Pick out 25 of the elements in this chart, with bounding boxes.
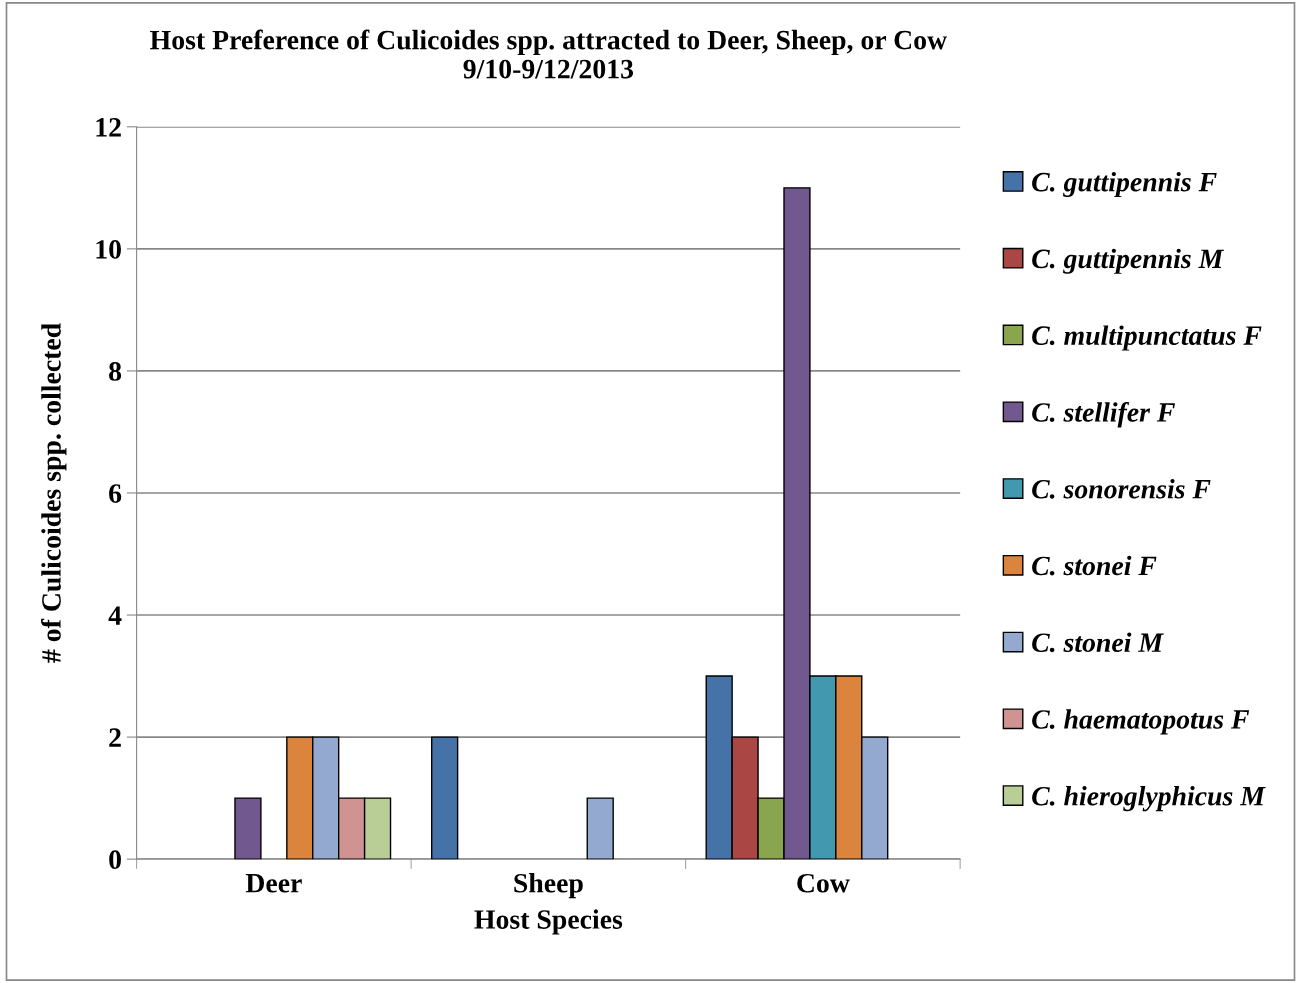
chart-title: Host Preference of Culicoides spp. attracted to Deer, Sheep, or Cow 9/10-9/12/2013 (150, 29, 947, 79)
legend-label: C. haematopotus F (1032, 709, 1250, 735)
legend-label: C. hieroglyphicus M (1032, 786, 1266, 812)
legend-label: C. guttipennis F (1032, 171, 1217, 198)
y-axis-title: # of Culicoides spp. collected (40, 323, 67, 663)
bar (586, 797, 614, 860)
x-tick-label: Cow (797, 873, 850, 893)
y-tick-label: 10 (96, 240, 121, 259)
y-tick-label: 12 (96, 118, 121, 137)
y-tick-label: 0 (109, 850, 121, 870)
legend-label: C. sonorensis F (1032, 479, 1211, 499)
legend-label: C. stonei F (1032, 555, 1157, 576)
legend-label: C. multipunctatus F (1032, 325, 1262, 351)
x-axis-title: Host Species (474, 909, 623, 935)
x-tick-label: Deer (245, 874, 302, 893)
y-tick-label: 6 (109, 484, 122, 503)
bar (234, 797, 262, 860)
legend-label: C. stellifer F (1032, 401, 1175, 428)
x-tick-label: Sheep (514, 873, 583, 899)
bar (431, 736, 459, 860)
legend-label: C. guttipennis M (1032, 248, 1225, 274)
y-tick-label: 4 (108, 606, 122, 625)
y-tick-label: 2 (109, 728, 121, 747)
y-tick-label: 8 (109, 362, 122, 381)
legend-label: C. stonei M (1032, 632, 1164, 653)
